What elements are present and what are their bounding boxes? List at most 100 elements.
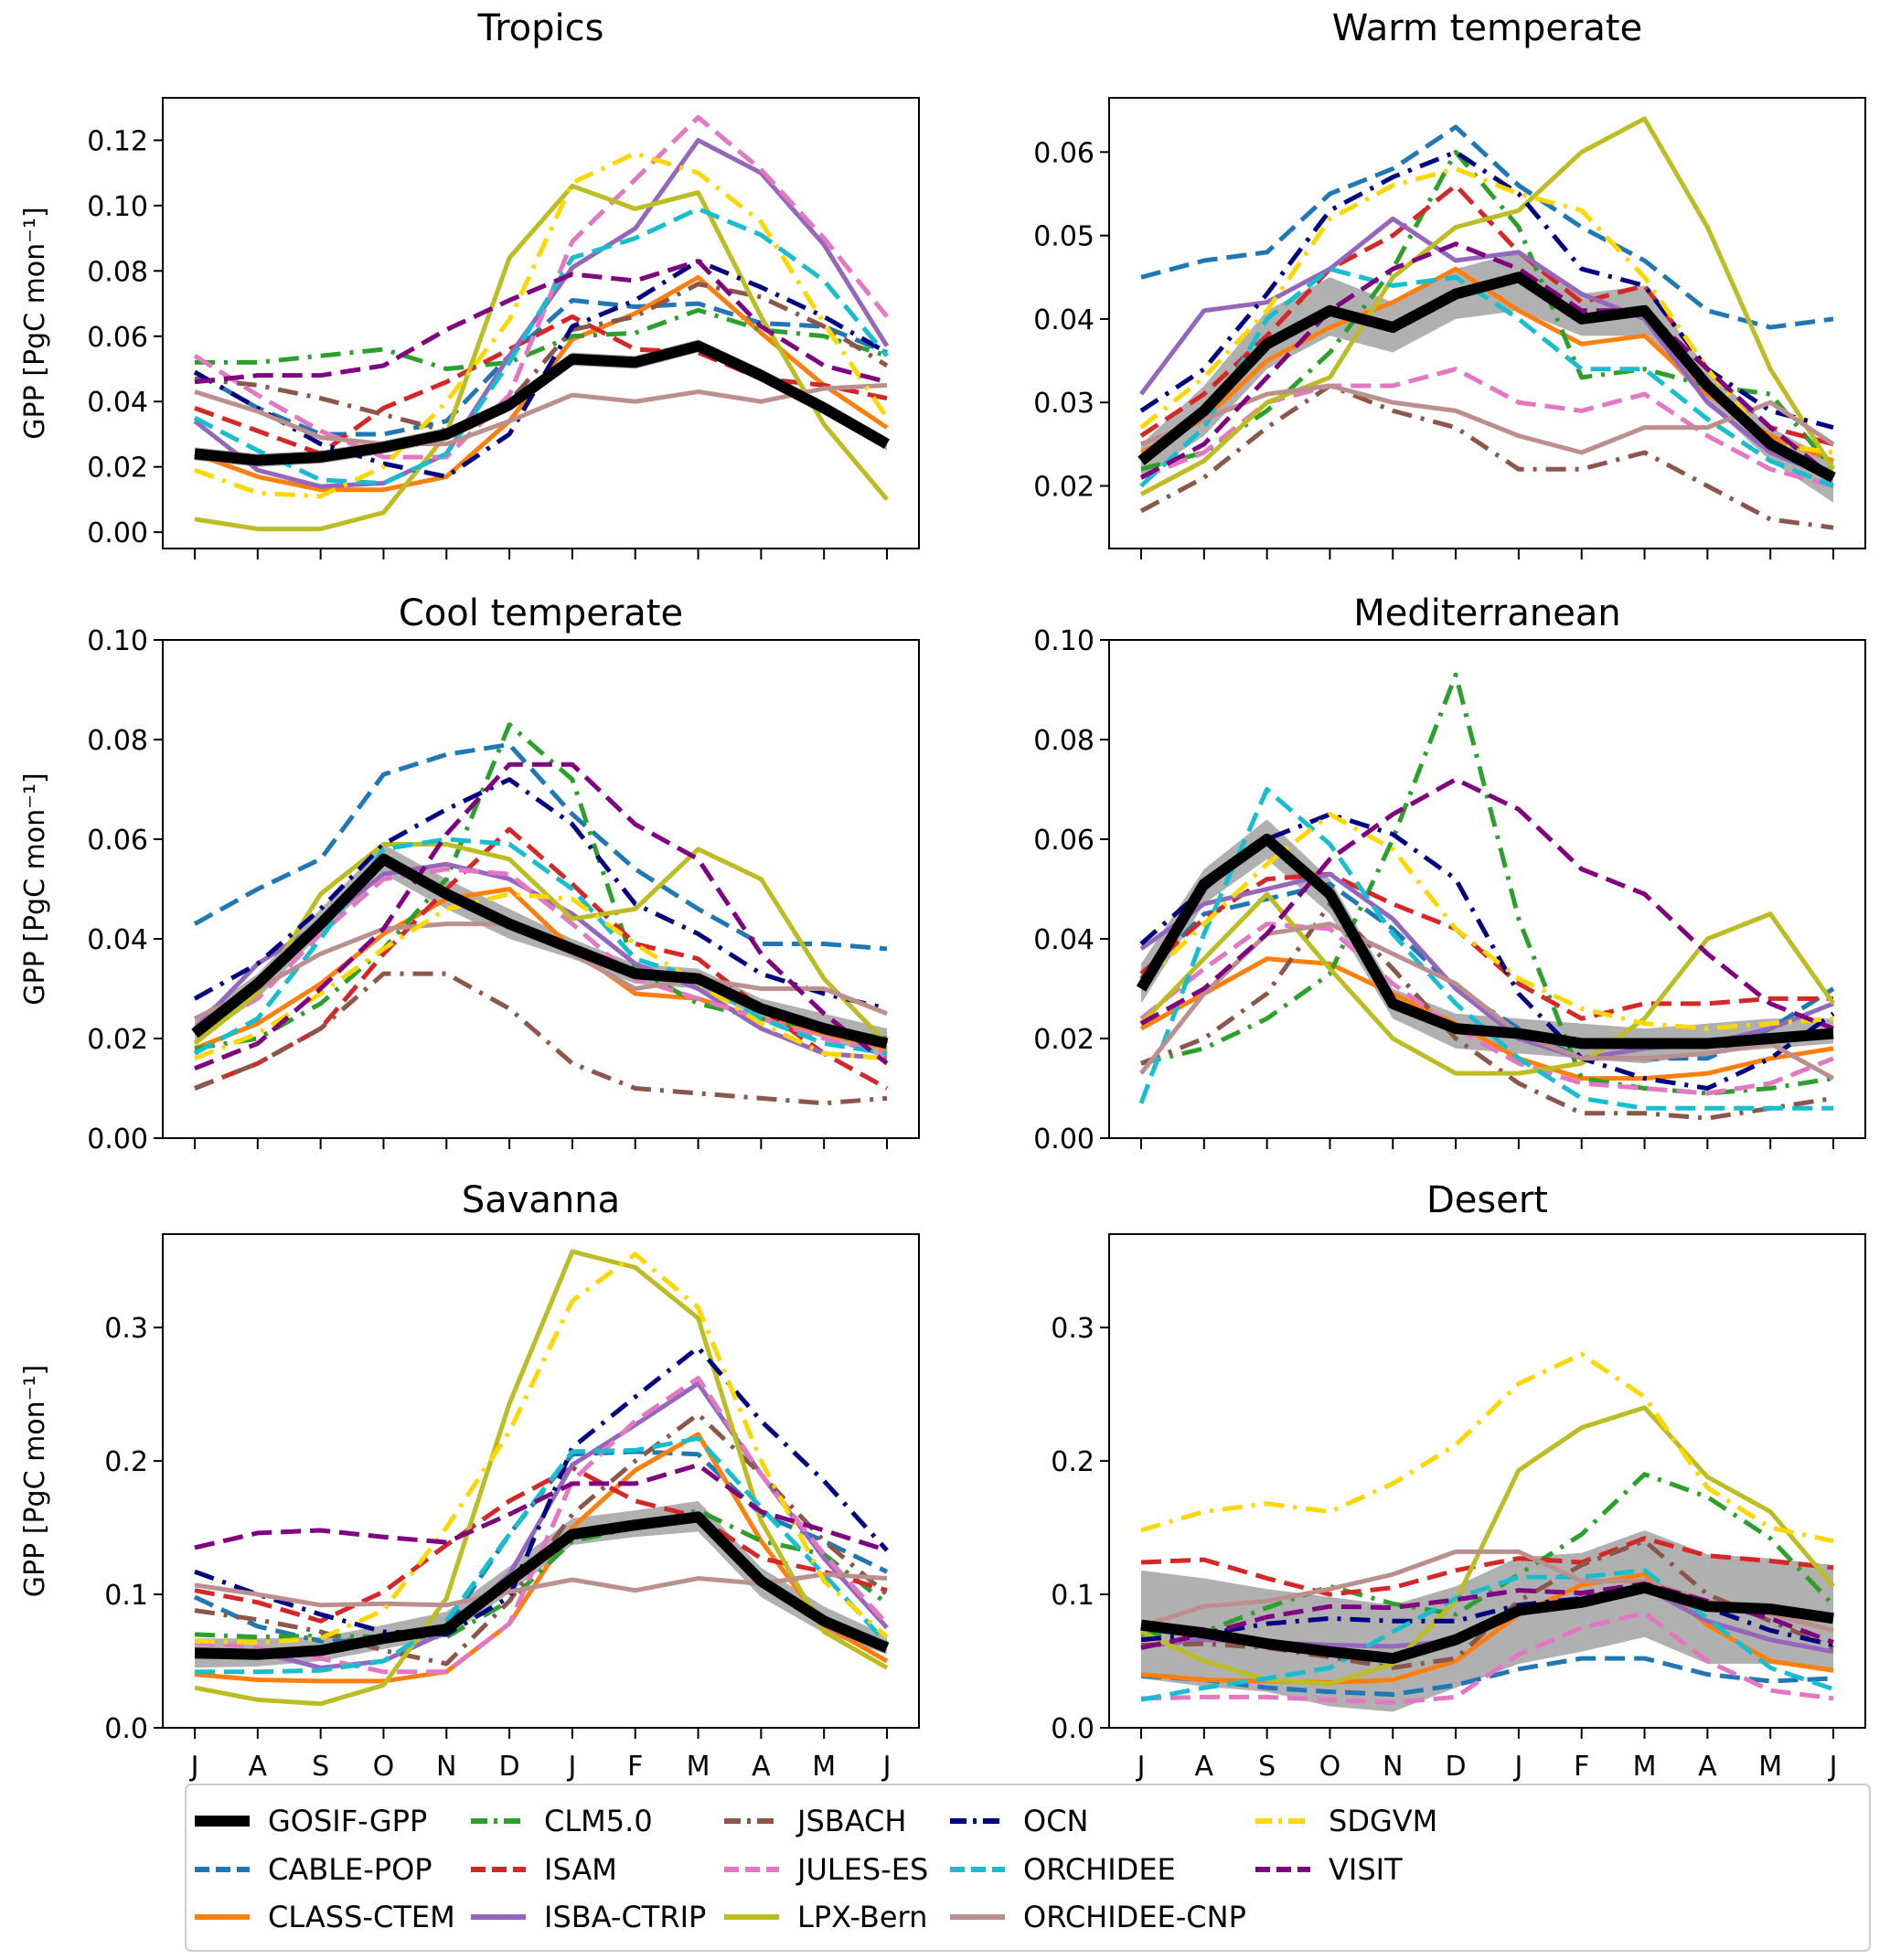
y-tick-label: 0.10 bbox=[1033, 625, 1094, 657]
y-tick-label: 0.04 bbox=[1033, 924, 1094, 956]
legend-item-ocn: OCN bbox=[950, 1804, 1088, 1838]
axes-frame bbox=[1108, 97, 1866, 549]
series-line-class-ctem bbox=[194, 1432, 889, 1684]
series-line-ocn bbox=[193, 777, 888, 1011]
y-tick-label: 0.0 bbox=[104, 1713, 148, 1745]
axes-frame bbox=[162, 97, 920, 549]
y-tick-label: 0.02 bbox=[87, 453, 148, 485]
legend-label: ORCHIDEE bbox=[1023, 1852, 1176, 1887]
x-tick-label: N bbox=[436, 1751, 456, 1783]
series-line-visit bbox=[1139, 241, 1835, 480]
x-tick-label: M bbox=[1758, 1751, 1782, 1783]
legend-item-visit: VISIT bbox=[1255, 1852, 1403, 1887]
series-line-clm5-0 bbox=[194, 722, 888, 1051]
subplot-warm-temperate: Warm temperate 0.02 0.03 0.04 0.05 0.06 bbox=[1033, 7, 1866, 559]
series-line-orchidee-cnp bbox=[1139, 921, 1835, 1081]
plot-area bbox=[1139, 1351, 1835, 1712]
x-tick-label: M bbox=[812, 1751, 836, 1783]
x-tick-label: N bbox=[1383, 1751, 1403, 1783]
y-tick-label: 0.04 bbox=[87, 387, 148, 419]
subplot-tropics: Tropics 0.00 0.02 0.04 0.06 0.08 0.10 0.12 GPP [… bbox=[19, 7, 920, 559]
y-tick-label: 0.00 bbox=[87, 1124, 148, 1156]
series-line-lpx-bern bbox=[1139, 891, 1836, 1076]
y-tick-label: 0.06 bbox=[1033, 825, 1094, 857]
series-line-jules-es bbox=[1139, 921, 1834, 1096]
x-tick-label: J bbox=[189, 1751, 199, 1783]
series-line-jsbach bbox=[194, 971, 888, 1106]
subplot-title: Mediterranean bbox=[1353, 592, 1620, 634]
series-line-class-ctem bbox=[1140, 1571, 1834, 1685]
series-line-cable-pop bbox=[1140, 124, 1834, 330]
x-tick-label: J bbox=[1828, 1751, 1838, 1783]
x-tick-label: J bbox=[1512, 1751, 1522, 1783]
series-line-gosif-gpp bbox=[194, 340, 890, 466]
series-line-orchidee bbox=[195, 1435, 889, 1675]
legend-label: OCN bbox=[1023, 1804, 1088, 1838]
subplot-desert: Desert 0.0 0.1 0.2 0.3 J A S O N D J F M A M J bbox=[1051, 1179, 1866, 1783]
subplot-title: Warm temperate bbox=[1332, 7, 1642, 49]
series-line-orchidee bbox=[193, 206, 889, 486]
series-line-cable-pop bbox=[193, 297, 888, 437]
axes-frame bbox=[162, 639, 920, 1139]
legend-item-class-ctem: CLASS-CTEM bbox=[195, 1900, 455, 1934]
x-tick-label: A bbox=[249, 1751, 268, 1783]
axes-frame bbox=[1108, 1233, 1866, 1729]
series-line-gosif-gpp bbox=[191, 853, 889, 1049]
legend-item-cable-pop: CABLE-POP bbox=[195, 1852, 432, 1887]
legend-label: CLASS-CTEM bbox=[268, 1900, 455, 1934]
plot-area bbox=[193, 114, 890, 532]
series-line-orchidee-cnp bbox=[1140, 383, 1835, 455]
legend: GOSIF-GPP CABLE-POP CLASS-CTEM CLM5.0 ISAM IS… bbox=[185, 1784, 1871, 1952]
x-tick-label: D bbox=[499, 1751, 520, 1783]
y-tick-label: 0.0 bbox=[1051, 1713, 1094, 1745]
plot-area bbox=[191, 722, 889, 1106]
x-tick-label: F bbox=[627, 1751, 643, 1783]
series-line-clm5-0 bbox=[1140, 149, 1835, 472]
axes-frame bbox=[1108, 639, 1866, 1139]
subplot-savanna: Savanna 0.0 0.1 0.2 0.3 J A S O N D J F M A M J GPP [PgC … bbox=[19, 1179, 920, 1783]
x-tick-label: J bbox=[566, 1751, 576, 1783]
x-tick-label: J bbox=[881, 1751, 892, 1783]
legend-item-sdgvm: SDGVM bbox=[1255, 1804, 1437, 1838]
y-tick-label: 0.04 bbox=[87, 924, 148, 956]
y-tick-label: 0.08 bbox=[1033, 725, 1094, 757]
y-tick-label: 0.1 bbox=[1051, 1580, 1094, 1612]
x-tick-label: M bbox=[1633, 1751, 1657, 1783]
legend-item-clm5-0: CLM5.0 bbox=[471, 1804, 653, 1838]
y-tick-label: 0.06 bbox=[87, 825, 148, 857]
series-line-jsbach bbox=[194, 1411, 889, 1667]
x-tick-label: O bbox=[373, 1751, 395, 1783]
series-line-ocn bbox=[193, 259, 889, 479]
plot-area bbox=[1137, 116, 1836, 530]
series-line-gosif-gpp bbox=[1136, 834, 1834, 1049]
series-line-sdgvm bbox=[194, 1252, 889, 1646]
legend-label: CLM5.0 bbox=[544, 1804, 653, 1838]
y-tick-label: 0.03 bbox=[1033, 388, 1094, 420]
y-axis-label: GPP [PgC mon⁻¹] bbox=[19, 772, 51, 1005]
legend-item-orchidee-cnp: ORCHIDEE-CNP bbox=[950, 1900, 1246, 1934]
series-line-orchidee bbox=[1138, 787, 1833, 1111]
subplot-cool-temperate: Cool temperate 0.00 0.02 0.04 0.06 0.08 0.10 GP… bbox=[19, 592, 920, 1156]
x-tick-label: O bbox=[1319, 1751, 1341, 1783]
subplot-title: Cool temperate bbox=[399, 592, 683, 634]
x-tick-label: S bbox=[312, 1751, 329, 1783]
series-line-class-ctem bbox=[1139, 956, 1834, 1081]
x-tick-label: F bbox=[1574, 1751, 1589, 1783]
y-tick-label: 0.12 bbox=[87, 125, 148, 157]
series-line-ocn bbox=[1139, 812, 1835, 1091]
legend-label: CABLE-POP bbox=[268, 1852, 432, 1887]
series-line-jsbach bbox=[1139, 383, 1834, 530]
x-tick-label: D bbox=[1446, 1751, 1467, 1783]
x-tick-label: J bbox=[1136, 1751, 1146, 1783]
legend-item-orchidee: ORCHIDEE bbox=[950, 1852, 1176, 1887]
series-line-gosif-gpp bbox=[194, 1511, 890, 1660]
legend-label: ISBA-CTRIP bbox=[544, 1900, 706, 1934]
y-tick-label: 0.3 bbox=[104, 1313, 148, 1345]
series-line-jules-es bbox=[193, 114, 889, 460]
x-tick-label: A bbox=[1698, 1751, 1717, 1783]
series-line-visit bbox=[194, 762, 889, 1071]
legend-label: LPX-Bern bbox=[797, 1900, 927, 1934]
y-tick-label: 0.2 bbox=[104, 1446, 148, 1478]
legend-label: VISIT bbox=[1329, 1852, 1403, 1887]
series-line-jules-es bbox=[1140, 1610, 1834, 1705]
